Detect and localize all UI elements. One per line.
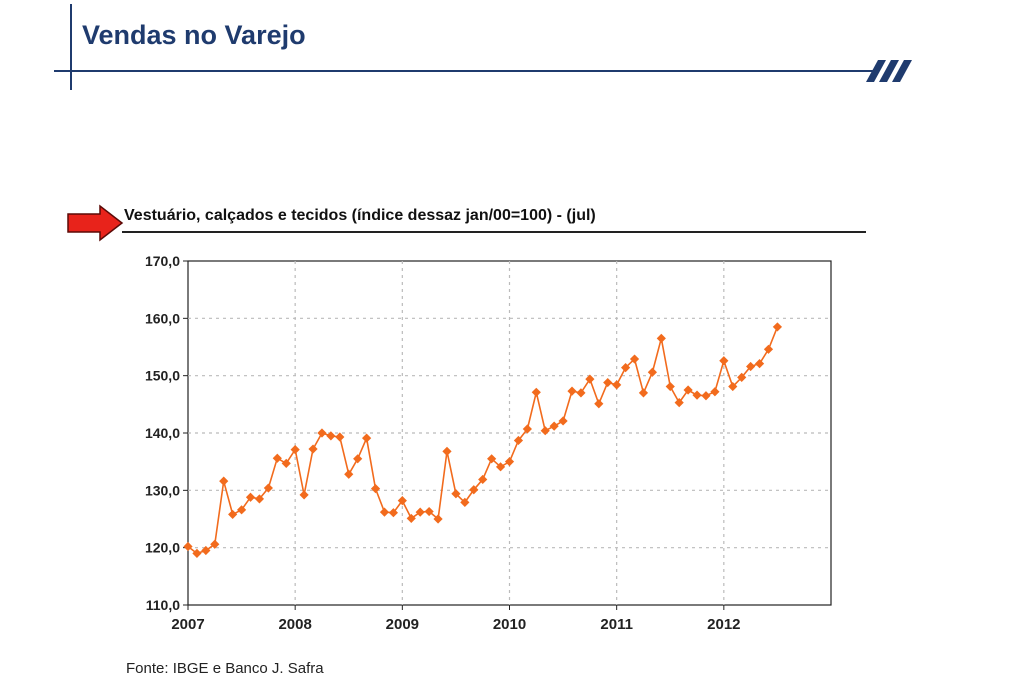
y-tick-label: 140,0 — [145, 425, 180, 441]
data-point — [406, 513, 416, 524]
data-point — [469, 485, 479, 495]
data-point — [478, 474, 488, 485]
data-point — [549, 421, 559, 431]
data-point — [487, 454, 497, 464]
y-tick-label: 170,0 — [145, 253, 180, 269]
x-tick-label: 2008 — [278, 616, 311, 633]
y-tick-label: 110,0 — [146, 597, 180, 613]
data-point — [344, 469, 354, 479]
data-point — [612, 380, 622, 390]
red-arrow-icon — [67, 204, 124, 242]
data-point — [603, 377, 613, 388]
data-point — [370, 484, 381, 494]
y-tick-label: 150,0 — [145, 368, 180, 384]
data-point — [495, 462, 506, 472]
data-point — [183, 541, 193, 552]
data-point — [665, 381, 675, 392]
data-point — [201, 545, 211, 556]
data-point — [594, 399, 604, 409]
data-point — [737, 372, 747, 382]
data-point — [299, 490, 309, 500]
data-point — [424, 506, 434, 517]
data-point — [531, 387, 541, 397]
data-point — [674, 398, 684, 408]
x-tick-label: 2007 — [171, 616, 204, 633]
chart-title-underline — [122, 231, 866, 233]
header-vertical-rule — [70, 4, 72, 90]
data-point — [263, 483, 273, 493]
data-point — [388, 508, 399, 518]
data-point — [353, 454, 363, 464]
data-point — [728, 381, 738, 392]
data-point — [442, 446, 452, 456]
page-title: Vendas no Varejo — [82, 20, 306, 50]
data-point — [210, 539, 220, 549]
data-point — [397, 496, 407, 506]
data-point — [254, 494, 265, 504]
three-slash-logo-icon — [866, 60, 912, 82]
data-point — [245, 492, 256, 502]
x-tick-label: 2011 — [600, 616, 633, 633]
data-point — [522, 424, 532, 434]
y-tick-label: 120,0 — [145, 540, 180, 556]
data-point — [763, 344, 774, 354]
data-point — [719, 356, 729, 366]
data-point — [558, 416, 568, 426]
y-tick-label: 160,0 — [145, 310, 180, 326]
data-point — [379, 507, 390, 517]
data-point — [317, 428, 327, 438]
line-chart: 170,0 160,0 150,0 140,0 130,0 120,0 110,0 2007 2… — [145, 253, 832, 633]
x-tick-label: 2010 — [493, 616, 526, 633]
data-point — [540, 426, 550, 436]
data-point — [192, 548, 202, 558]
data-point — [433, 514, 443, 524]
x-tick-label: 2012 — [707, 616, 740, 633]
source-note: Fonte: IBGE e Banco J. Safra — [126, 660, 324, 677]
data-point — [567, 386, 577, 396]
data-point — [308, 444, 318, 454]
data-point — [228, 509, 238, 520]
header-horizontal-rule — [54, 70, 874, 72]
data-point — [415, 507, 425, 517]
y-tick-label: 130,0 — [145, 482, 180, 498]
x-tick-label: 2009 — [386, 616, 419, 633]
data-point — [701, 391, 711, 401]
data-point — [236, 505, 247, 515]
data-point — [683, 385, 693, 395]
chart-title: Vestuário, calçados e tecidos (índice de… — [124, 207, 596, 224]
